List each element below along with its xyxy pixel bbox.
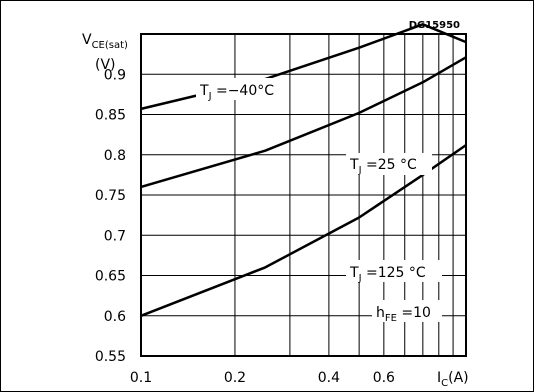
x-axis-label-sub: C (441, 378, 448, 389)
y-tick-label: 0.6 (104, 309, 126, 325)
y-tick-label: 0.9 (104, 67, 126, 83)
label-tj-25: TJ =25 °C (349, 157, 417, 176)
figure-code: DG15950 (409, 20, 460, 31)
x-tick-label: 0.6 (373, 370, 395, 386)
y-axis-label-main: V (82, 32, 92, 48)
y-tick-label: 0.7 (104, 228, 126, 244)
y-axis-label-sub: CE(sat) (92, 40, 128, 51)
x-axis-label-main: I (437, 370, 441, 386)
label-bg-tj-25 (346, 153, 432, 175)
y-tick-label: 0.65 (95, 269, 126, 285)
series-line-1 (140, 56, 467, 189)
x-tick-label: 0.2 (224, 370, 246, 386)
label-tj-minus40: TJ =−40°C (199, 83, 274, 102)
y-axis-unit: (V) (95, 57, 116, 73)
series-line-2 (140, 144, 467, 317)
label-tj-125: TJ =125 °C (349, 265, 426, 284)
x-tick-labels: 0.1 0.2 0.4 0.6 (130, 370, 395, 386)
y-tick-labels: 0.55 0.6 0.65 0.7 0.75 0.8 0.85 0.9 (95, 67, 126, 365)
label-bg-tj-minus40 (196, 78, 288, 100)
label-bg-hfe (372, 300, 442, 322)
y-tick-label: 0.8 (104, 148, 126, 164)
x-tick-label: 0.4 (318, 370, 340, 386)
x-tick-label: 0.1 (130, 370, 152, 386)
label-hfe: hFE =10 (376, 305, 431, 324)
x-axis-label: IC(A) (437, 370, 469, 389)
label-bg-tj-125 (346, 260, 442, 282)
x-axis-label-unit: (A) (448, 370, 469, 386)
y-axis-label: VCE(sat) (82, 32, 128, 51)
y-tick-label: 0.85 (95, 108, 126, 124)
y-tick-label: 0.55 (95, 349, 126, 365)
plot-frame (140, 33, 467, 357)
series-line-0 (140, 23, 467, 111)
y-tick-label: 0.75 (95, 188, 126, 204)
